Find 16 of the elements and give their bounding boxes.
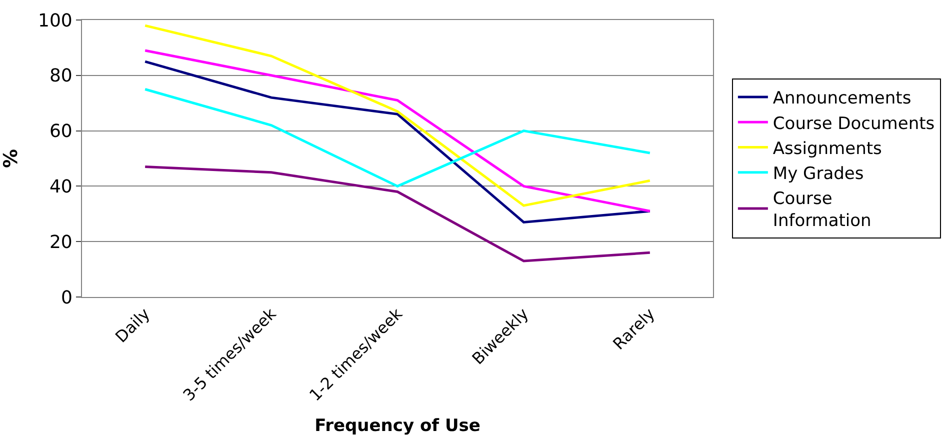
y-axis-title: %	[0, 148, 22, 168]
y-tick-label: 100	[38, 10, 72, 32]
y-tick-label: 60	[49, 121, 72, 142]
legend-label: Announcements	[772, 88, 912, 109]
legend-label: My Grades	[772, 164, 864, 184]
line-series	[144, 88, 652, 188]
legend-label: Assignments	[772, 138, 882, 159]
legend-label: Course Documents	[772, 114, 935, 134]
y-tick-label: 80	[49, 66, 72, 87]
y-tick-label: 0	[60, 287, 72, 308]
line-series	[144, 24, 652, 207]
y-tick-label: 40	[49, 176, 72, 198]
legend-label: Course Information	[772, 189, 872, 232]
y-tick-label: 20	[49, 232, 72, 253]
x-axis-title: Frequency of Use	[314, 416, 480, 436]
line-series	[144, 166, 652, 262]
